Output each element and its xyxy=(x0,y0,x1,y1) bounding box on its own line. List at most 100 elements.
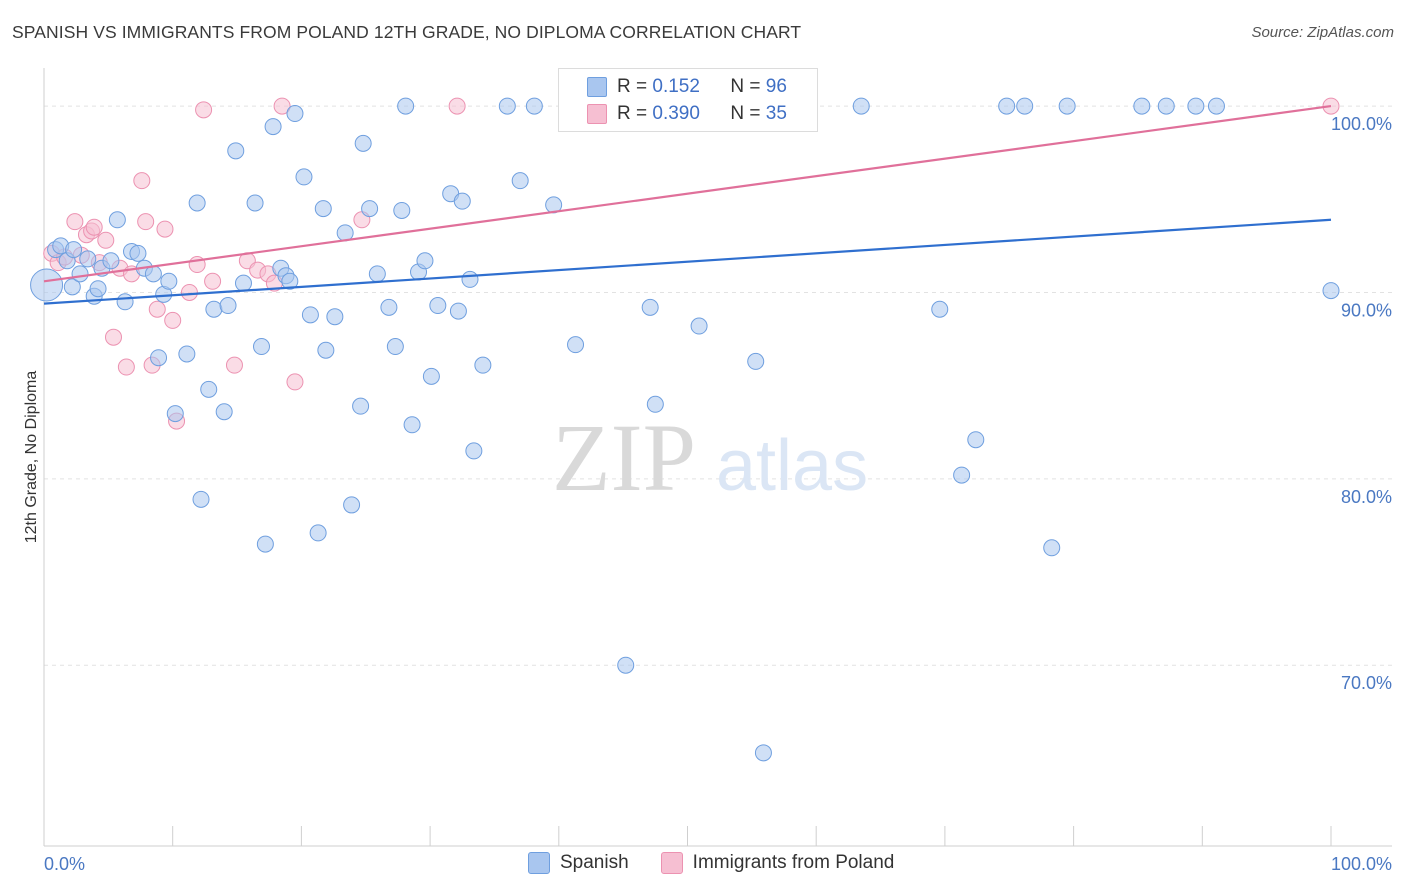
poland-point-25 xyxy=(225,356,243,374)
legend-item-spanish[interactable]: Spanish xyxy=(528,852,629,874)
axes xyxy=(43,68,1392,847)
spanish-point-59 xyxy=(429,297,447,315)
poland-point-3 xyxy=(66,213,84,231)
poland-point-17 xyxy=(148,300,166,318)
spanish-point-52 xyxy=(386,338,404,356)
spanish-point-27 xyxy=(215,403,233,421)
poland-n-value: 35 xyxy=(765,103,787,124)
spanish-point-9 xyxy=(89,280,107,298)
spanish-point-70 xyxy=(567,336,585,354)
y-tick-label-2: 80.0% xyxy=(1341,487,1392,507)
spanish-point-20 xyxy=(160,272,178,290)
spanish-point-4 xyxy=(63,278,81,296)
watermark-atlas: atlas xyxy=(716,426,868,506)
spanish-r-value: 0.152 xyxy=(652,76,700,97)
spanish-point-47 xyxy=(352,397,370,415)
poland-point-21 xyxy=(180,283,198,301)
spanish-point-55 xyxy=(403,416,421,434)
spanish-point-0 xyxy=(30,268,64,302)
poland-point-19 xyxy=(164,311,182,329)
y-tick-label-1: 90.0% xyxy=(1341,300,1392,320)
poland-point-12 xyxy=(117,358,135,376)
spanish-point-32 xyxy=(253,338,271,356)
spanish-point-88 xyxy=(1016,97,1034,115)
spanish-point-87 xyxy=(998,97,1016,115)
poland-point-10 xyxy=(104,328,122,346)
spanish-point-90 xyxy=(1058,97,1076,115)
spanish-n-label: N = xyxy=(730,76,761,97)
spanish-point-77 xyxy=(690,317,708,335)
spanish-point-65 xyxy=(474,356,492,374)
spanish-point-24 xyxy=(192,490,210,508)
spanish-point-80 xyxy=(754,744,772,762)
spanish-point-39 xyxy=(295,168,313,186)
spanish-point-15 xyxy=(129,244,147,262)
y-tick-labels: 100.0% 90.0% 80.0% 70.0% xyxy=(1331,114,1392,693)
spanish-point-62 xyxy=(453,192,471,210)
trend-lines xyxy=(43,105,1332,305)
spanish-point-94 xyxy=(1207,97,1225,115)
spanish-point-73 xyxy=(617,656,635,674)
spanish-point-53 xyxy=(393,201,411,219)
spanish-trend-line xyxy=(43,218,1332,305)
spanish-point-30 xyxy=(234,274,252,292)
spanish-point-25 xyxy=(200,380,218,398)
x-tick-label-min: 0.0% xyxy=(44,854,85,874)
spanish-point-23 xyxy=(188,194,206,212)
spanish-n-value: 96 xyxy=(765,76,787,97)
spanish-point-41 xyxy=(309,524,327,542)
spanish-point-26 xyxy=(205,300,223,318)
poland-point-18 xyxy=(156,220,174,238)
legend-spanish-label: Spanish xyxy=(560,852,629,873)
watermark: ZIP atlas xyxy=(552,404,868,511)
spanish-point-91 xyxy=(1133,97,1151,115)
spanish-point-83 xyxy=(852,97,870,115)
spanish-point-40 xyxy=(301,306,319,324)
spanish-point-21 xyxy=(166,405,184,423)
spanish-point-58 xyxy=(422,367,440,385)
y-axis-label: 12th Grade, No Diploma xyxy=(23,371,40,544)
spanish-point-61 xyxy=(449,302,467,320)
spanish-point-93 xyxy=(1187,97,1205,115)
y-tick-label-0: 100.0% xyxy=(1331,114,1392,134)
spanish-point-42 xyxy=(314,200,332,218)
poland-point-9 xyxy=(97,231,115,249)
spanish-point-85 xyxy=(953,466,971,484)
chart-title: SPANISH VS IMMIGRANTS FROM POLAND 12TH G… xyxy=(12,22,802,42)
legend-row-spanish: R = 0.152 N = 96 xyxy=(587,75,787,99)
legend-poland-swatch xyxy=(660,852,683,874)
legend-poland-label: Immigrants from Poland xyxy=(692,852,895,873)
spanish-point-50 xyxy=(368,265,386,283)
poland-r-label: R = xyxy=(617,103,648,124)
spanish-point-33 xyxy=(256,535,274,553)
poland-point-7 xyxy=(85,218,103,236)
spanish-point-43 xyxy=(317,341,335,359)
spanish-point-66 xyxy=(498,97,516,115)
source-label: Source: ZipAtlas.com xyxy=(1251,24,1394,41)
spanish-point-92 xyxy=(1157,97,1175,115)
spanish-point-84 xyxy=(931,300,949,318)
spanish-point-48 xyxy=(354,134,372,152)
spanish-point-95 xyxy=(1322,282,1340,300)
spanish-point-6 xyxy=(71,265,89,283)
poland-point-33 xyxy=(448,97,466,115)
spanish-point-38 xyxy=(286,105,304,123)
spanish-point-12 xyxy=(108,211,126,229)
spanish-point-89 xyxy=(1043,539,1061,557)
spanish-point-18 xyxy=(150,349,168,367)
poland-point-24 xyxy=(204,272,222,290)
spanish-point-63 xyxy=(461,270,479,288)
spanish-point-28 xyxy=(219,297,237,315)
spanish-point-76 xyxy=(646,395,664,413)
poland-r-value: 0.390 xyxy=(652,103,700,124)
spanish-r-label: R = xyxy=(617,76,648,97)
spanish-swatch xyxy=(587,77,607,97)
spanish-point-75 xyxy=(641,298,659,316)
correlation-legend: R = 0.152 N = 96 R = 0.390 N = 35 xyxy=(558,68,818,132)
legend-row-poland: R = 0.390 N = 35 xyxy=(587,102,787,126)
spanish-point-57 xyxy=(416,252,434,270)
legend-item-poland[interactable]: Immigrants from Poland xyxy=(660,852,895,874)
spanish-point-11 xyxy=(102,252,120,270)
spanish-point-44 xyxy=(326,308,344,326)
legend-spanish-swatch xyxy=(528,852,550,874)
